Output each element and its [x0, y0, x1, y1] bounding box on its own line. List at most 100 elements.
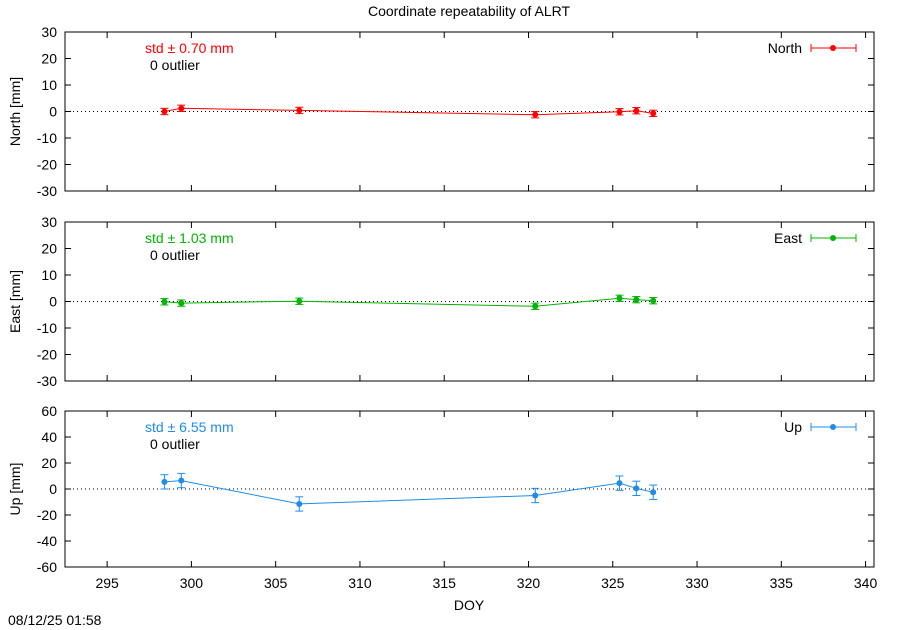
data-point: [178, 477, 185, 484]
legend-key-marker: [830, 45, 836, 51]
x-tick-label: 325: [601, 575, 625, 591]
panel-up-ylabel: Up [mm]: [7, 463, 23, 516]
x-tick-label: 305: [264, 575, 288, 591]
panel-east-ytick-label: -10: [37, 320, 57, 336]
x-tick-label: 335: [770, 575, 794, 591]
panel-north-point: [531, 111, 540, 119]
legend-key-marker: [830, 424, 836, 430]
data-point: [650, 297, 657, 304]
panel-up-point: [632, 480, 641, 496]
data-point: [296, 298, 303, 305]
panel-north-ytick-label: 10: [41, 77, 57, 93]
panel-east-ytick-label: 10: [41, 267, 57, 283]
panel-up-ytick-label: 20: [41, 455, 57, 471]
panel-east-ytick-label: 0: [49, 294, 57, 310]
panel-north-ytick-label: -30: [37, 183, 57, 199]
panel-north-ytick-label: 20: [41, 51, 57, 67]
panel-up-outlier-label: 0 outlier: [150, 436, 200, 452]
panel-up-ytick-label: 0: [49, 481, 57, 497]
panel-east-point: [160, 298, 169, 306]
panel-north-legend-label: North: [768, 40, 802, 56]
panel-up-ytick-label: -20: [37, 507, 57, 523]
panel-north-legend-key: [810, 44, 857, 52]
panel-east-point: [615, 294, 624, 302]
panel-east-outlier-label: 0 outlier: [150, 247, 200, 263]
x-tick-label: 330: [685, 575, 709, 591]
panel-up-point: [177, 472, 186, 489]
data-point: [532, 111, 539, 118]
panel-east-legend-label: East: [774, 230, 802, 246]
panel-east-ytick-label: -20: [37, 347, 57, 363]
panel-up-ytick-label: -60: [37, 559, 57, 575]
panel-north-point: [649, 109, 658, 118]
panel-east-legend-key: [810, 234, 857, 242]
data-point: [296, 500, 303, 507]
data-point: [532, 303, 539, 310]
panel-east: 30 20 10 0 -10 -20 -30 East [mm] std ± 1.03 mm0 …: [7, 214, 875, 389]
panel-up-ytick-label: 40: [41, 429, 57, 445]
panel-north-point: [632, 107, 641, 115]
panel-up-legend-label: Up: [784, 419, 802, 435]
panel-east-point: [531, 302, 540, 310]
panel-up-point: [531, 487, 540, 504]
data-point: [532, 492, 539, 499]
panel-up-point: [160, 474, 169, 490]
panel-east-ytick-label: 30: [41, 214, 57, 230]
panel-east-ylabel: East [mm]: [7, 270, 23, 333]
panel-up-point: [615, 475, 624, 491]
panel-north-outlier-label: 0 outlier: [150, 57, 200, 73]
panel-north: 30 20 10 0 -10 -20 -30 North [mm] std ± 0.70 mm0…: [7, 24, 875, 199]
panel-up-ytick-label: 60: [41, 403, 57, 419]
panel-north-point: [295, 106, 304, 115]
panel-east-point: [632, 295, 641, 304]
data-point: [616, 108, 623, 115]
data-point: [161, 478, 168, 485]
panel-up-std-label: std ± 6.55 mm: [145, 419, 234, 435]
panel-east-point: [649, 297, 658, 305]
panel-up-point: [295, 496, 304, 512]
panel-east-series-line: [164, 297, 654, 307]
panel-north-ytick-label: -10: [37, 130, 57, 146]
data-point: [296, 107, 303, 114]
panel-north-ytick-label: 30: [41, 24, 57, 40]
x-axis: 295 300 305 310 315 320 325 330 335 340: [95, 575, 877, 591]
panel-east-ytick-label: 20: [41, 241, 57, 257]
data-point: [633, 485, 640, 492]
data-point: [178, 300, 185, 307]
x-tick-label: 320: [517, 575, 541, 591]
timestamp: 08/12/25 01:58: [8, 612, 102, 628]
data-point: [633, 296, 640, 303]
data-point: [161, 298, 168, 305]
x-tick-label: 295: [95, 575, 119, 591]
panel-north-ytick-label: 0: [49, 104, 57, 120]
x-tick-label: 310: [348, 575, 372, 591]
panel-north-ylabel: North [mm]: [7, 77, 23, 146]
x-tick-label: 300: [180, 575, 204, 591]
panel-east-point: [177, 299, 186, 307]
panel-up: 60 40 20 0 -20 -40 -60 Up [mm] std ± 6.55 mm0 ou…: [7, 403, 875, 575]
panel-up-legend-key: [810, 423, 857, 431]
x-tick-label: 340: [854, 575, 878, 591]
panel-north-ytick-label: -20: [37, 157, 57, 173]
panel-east-point: [295, 297, 304, 305]
data-point: [633, 107, 640, 114]
panel-north-point: [177, 104, 186, 112]
data-point: [178, 105, 185, 112]
panel-east-std-label: std ± 1.03 mm: [145, 230, 234, 246]
chart-title: Coordinate repeatability of ALRT: [368, 3, 571, 19]
x-tick-label: 315: [433, 575, 457, 591]
panel-north-std-label: std ± 0.70 mm: [145, 40, 234, 56]
data-point: [650, 110, 657, 117]
data-point: [650, 489, 657, 496]
legend-key-marker: [830, 235, 836, 241]
data-point: [616, 480, 623, 487]
panel-up-series-line: [164, 480, 654, 505]
panel-up-ytick-label: -40: [37, 533, 57, 549]
panel-east-ytick-label: -30: [37, 373, 57, 389]
panel-north-point: [160, 107, 169, 116]
x-axis-label: DOY: [454, 597, 485, 613]
panel-north-point: [615, 108, 624, 116]
panel-up-point: [649, 484, 658, 500]
